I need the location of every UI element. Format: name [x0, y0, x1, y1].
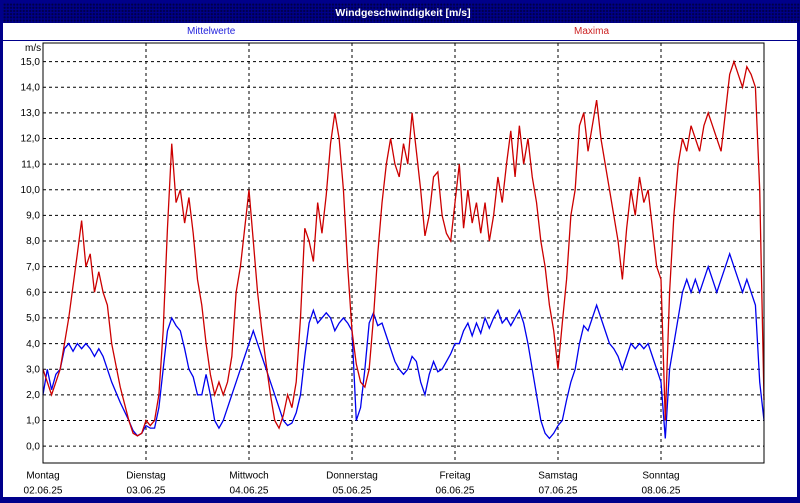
svg-text:02.06.25: 02.06.25 [24, 486, 63, 497]
svg-text:6,0: 6,0 [26, 288, 40, 299]
svg-text:07.06.25: 07.06.25 [539, 486, 578, 497]
svg-text:06.06.25: 06.06.25 [436, 486, 475, 497]
svg-text:14,0: 14,0 [21, 82, 41, 93]
svg-text:m/s: m/s [25, 43, 41, 54]
svg-text:1,0: 1,0 [26, 416, 40, 427]
svg-text:7,0: 7,0 [26, 262, 40, 273]
svg-text:04.06.25: 04.06.25 [230, 486, 269, 497]
svg-text:2,0: 2,0 [26, 390, 40, 401]
svg-text:12,0: 12,0 [21, 134, 41, 145]
svg-text:13,0: 13,0 [21, 108, 41, 119]
svg-text:08.06.25: 08.06.25 [642, 486, 681, 497]
svg-text:Dienstag: Dienstag [126, 471, 165, 482]
svg-text:10,0: 10,0 [21, 185, 41, 196]
svg-text:Montag: Montag [26, 471, 59, 482]
svg-text:15,0: 15,0 [21, 57, 41, 68]
svg-text:4,0: 4,0 [26, 339, 40, 350]
svg-text:3,0: 3,0 [26, 364, 40, 375]
svg-text:0,0: 0,0 [26, 441, 40, 452]
svg-text:Sonntag: Sonntag [642, 471, 679, 482]
svg-text:Samstag: Samstag [538, 471, 577, 482]
svg-text:05.06.25: 05.06.25 [333, 486, 372, 497]
svg-text:11,0: 11,0 [21, 159, 40, 170]
svg-text:8,0: 8,0 [26, 236, 40, 247]
svg-text:Donnerstag: Donnerstag [326, 471, 378, 482]
svg-text:Freitag: Freitag [439, 471, 470, 482]
svg-text:03.06.25: 03.06.25 [127, 486, 166, 497]
svg-text:Mittwoch: Mittwoch [229, 471, 268, 482]
svg-text:9,0: 9,0 [26, 211, 40, 222]
svg-text:5,0: 5,0 [26, 313, 40, 324]
